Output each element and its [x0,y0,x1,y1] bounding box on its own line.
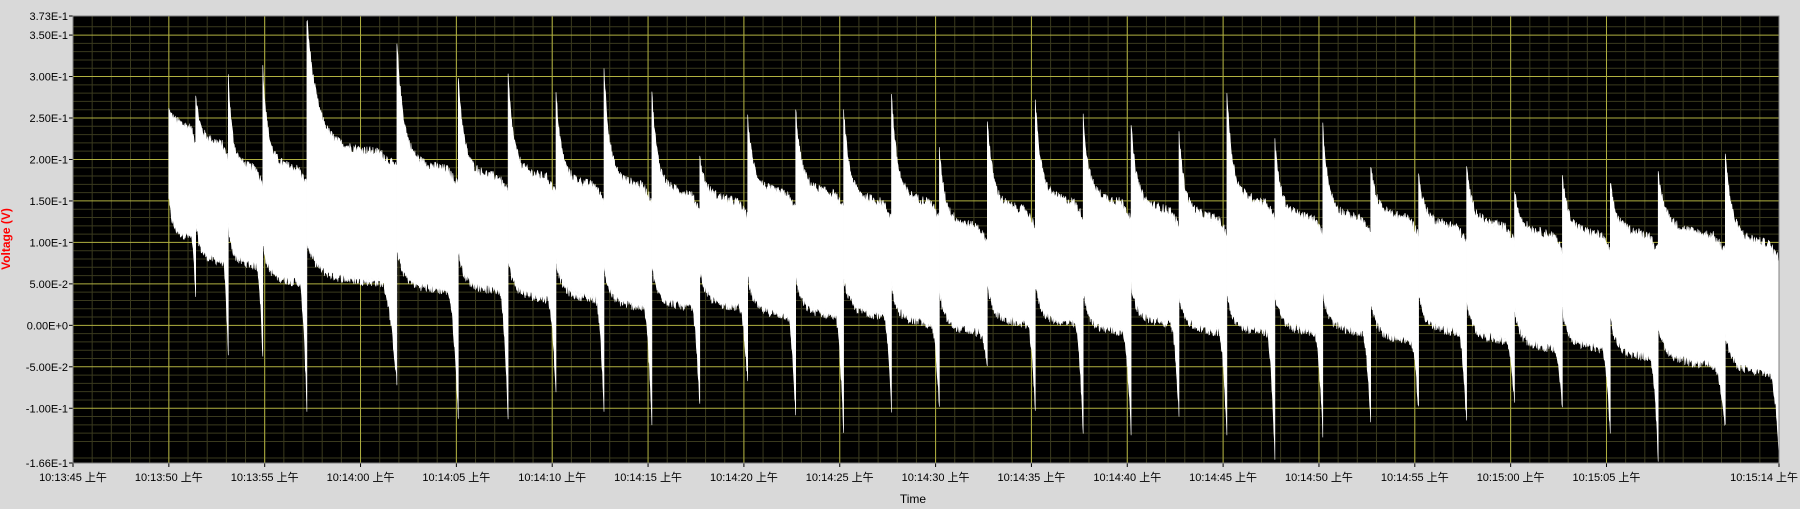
x-tick-label: 10:14:35 上午 [997,471,1065,484]
voltage-pulse [699,155,749,382]
voltage-pulse [1130,125,1180,417]
voltage-pulse [555,92,605,412]
x-tick-label: 10:14:05 上午 [422,471,490,484]
voltage-pulse [747,114,797,416]
voltage-pulse [1322,122,1371,423]
x-tick-label: 10:15:05 上午 [1573,471,1641,484]
y-tick-label: 3.50E-1 [29,30,68,42]
x-tick-label: 10:14:40 上午 [1093,471,1161,484]
voltage-pulse [1418,173,1467,421]
y-tick-label: 1.00E-1 [29,237,68,249]
voltage-pulse [1178,131,1228,436]
x-tick-label: 10:14:45 上午 [1189,471,1257,484]
x-axis-label: Time [900,492,927,504]
x-tick-label: 10:14:50 上午 [1285,471,1353,484]
x-tick-label: 10:14:30 上午 [902,471,970,484]
voltage-pulse [1226,93,1276,460]
x-tick-label: 10:13:50 上午 [135,471,203,484]
x-tick-label: 10:14:55 上午 [1381,471,1449,484]
voltage-pulse [1274,138,1324,438]
y-axis-label: Voltage (V) [0,208,13,270]
y-tick-label: 0.00E+0 [27,320,68,332]
voltage-pulse [507,73,557,393]
x-tick-label: 10:13:45 上午 [39,471,107,484]
voltage-pulse [1082,113,1132,436]
y-tick-label: 2.50E-1 [29,113,68,125]
voltage-pulse [228,74,264,357]
y-tick-label: -5.00E-2 [26,362,68,374]
voltage-pulse [1370,167,1419,407]
series-layer [168,19,1780,462]
y-tick-label: 2.00E-1 [29,154,68,166]
x-tick-label: 10:14:15 上午 [614,471,682,484]
voltage-pulse [396,43,459,419]
voltage-pulse [986,121,1036,411]
voltage-pulse [168,108,196,297]
voltage-pulse [306,19,398,386]
voltage-pulse [1035,99,1084,434]
y-tick-label: -1.66E-1 [26,458,68,470]
x-tick-label: 10:15:14 上午 [1730,471,1798,484]
voltage-pulse [843,109,892,413]
voltage-pulse [1562,175,1611,434]
voltage-pulse [1466,166,1515,403]
x-tick-label: 10:15:00 上午 [1477,471,1545,484]
x-tick-label: 10:14:00 上午 [327,471,395,484]
x-axis: 10:13:45 上午 10:13:50 上午 10:13:55 上午 10:14:0… [39,463,1798,484]
y-axis: 3.73E-1 3.50E-1 3.00E-1 2.50E-1 2.00E-1 1.50E… [26,11,73,470]
y-tick-label: 3.73E-1 [29,11,68,23]
x-tick-label: 10:14:20 上午 [710,471,778,484]
voltage-pulse [457,78,509,420]
y-tick-label: -1.00E-1 [26,403,68,415]
voltage-pulse [195,95,229,356]
voltage-pulse [795,109,844,433]
voltage-pulse [603,68,653,426]
x-tick-label: 10:14:10 上午 [518,471,586,484]
voltage-pulse [891,93,940,407]
voltage-pulse [1657,171,1726,427]
y-tick-label: 3.00E-1 [29,72,68,84]
plot-frame [72,15,1780,464]
x-tick-label: 10:13:55 上午 [231,471,299,484]
voltage-pulse [651,91,701,404]
voltage-pulse [1610,183,1659,462]
y-tick-label: 1.50E-1 [29,196,68,208]
x-tick-label: 10:14:25 上午 [806,471,874,484]
voltage-pulse [939,147,988,366]
y-tick-label: 5.00E-2 [29,279,68,291]
voltage-pulse [1514,191,1563,408]
voltage-pulse [262,65,308,412]
